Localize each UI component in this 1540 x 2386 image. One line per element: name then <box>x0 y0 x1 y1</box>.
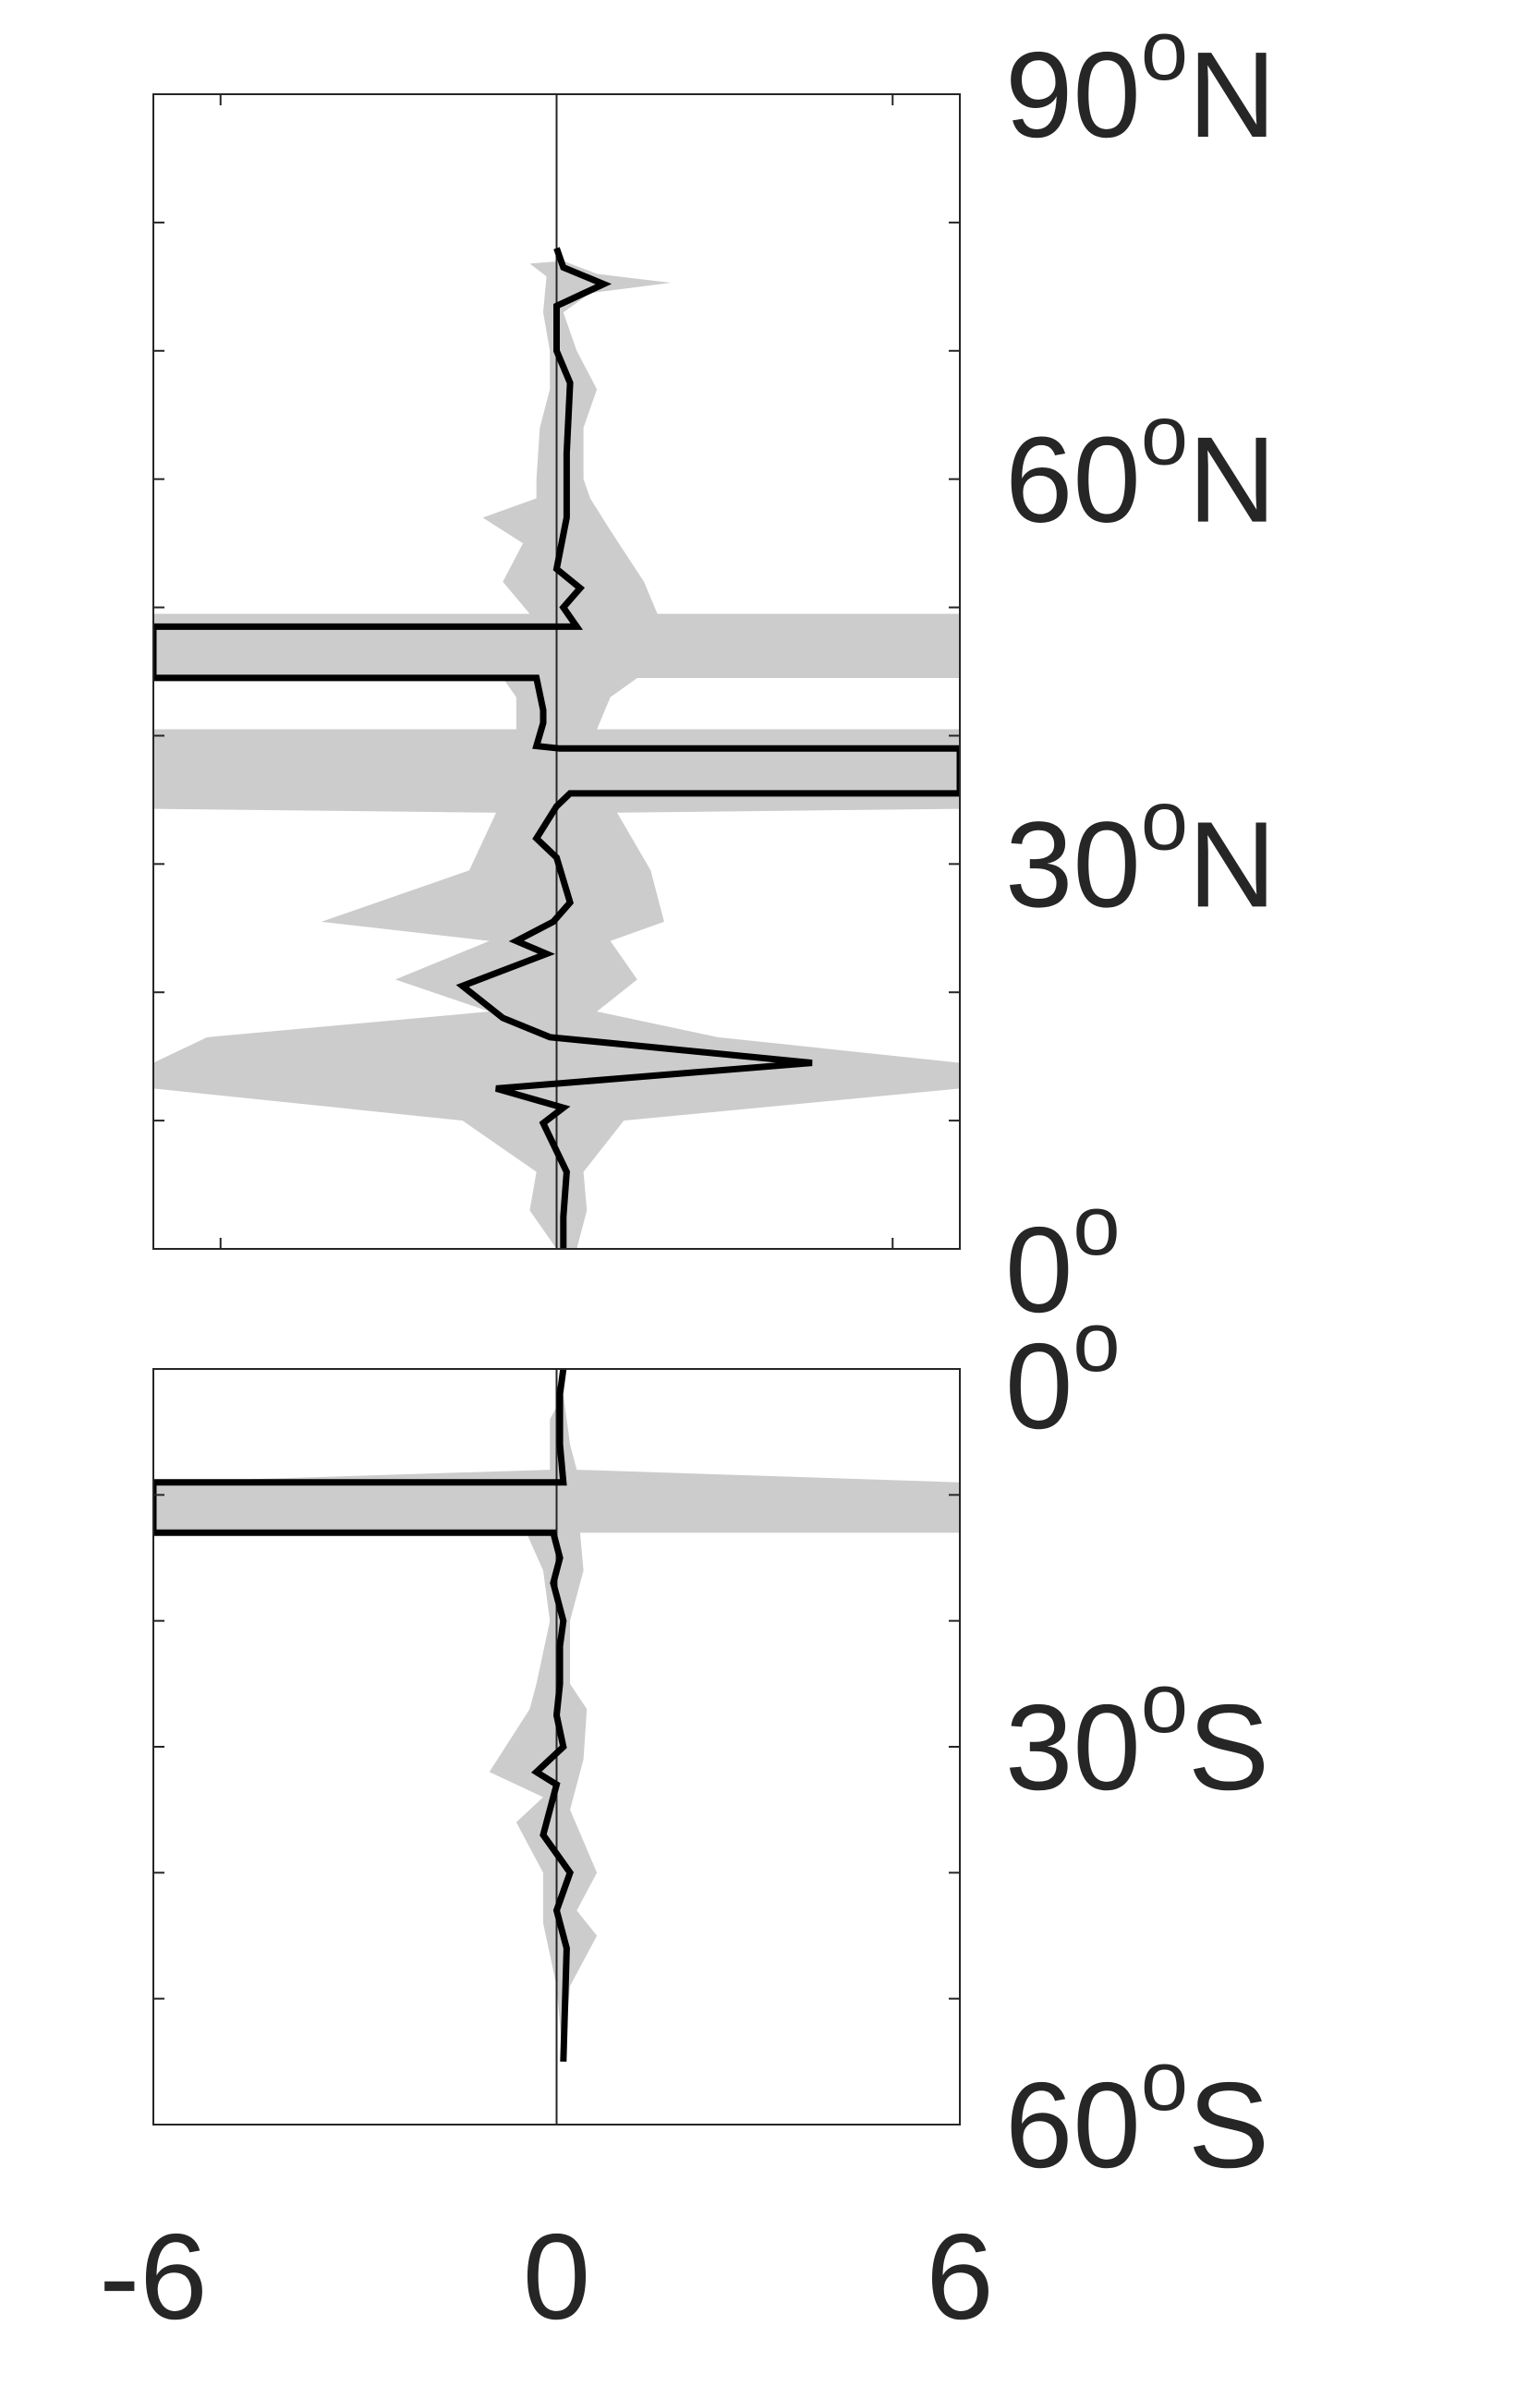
degree-sign: o <box>1141 4 1188 98</box>
degree-sign: o <box>1141 389 1188 483</box>
degree-sign: o <box>1141 773 1188 867</box>
latitude-label: 30oS <box>1005 1656 1269 1815</box>
latitude-number: 30 <box>1005 1679 1141 1815</box>
hemisphere-letter: S <box>1188 1679 1269 1815</box>
plot-area <box>153 1369 960 2125</box>
latitude-number: 0 <box>1005 1318 1073 1454</box>
mean-profile-line <box>153 1369 575 2062</box>
latitude-label: 30oN <box>1005 773 1276 932</box>
latitude-label: 0o <box>1005 1179 1121 1338</box>
latitude-label: 90oN <box>1005 4 1276 163</box>
degree-sign: o <box>1141 1656 1188 1750</box>
hemisphere-letter: S <box>1188 2057 1269 2193</box>
degree-sign: o <box>1141 2034 1188 2128</box>
latitude-label: 0o <box>1005 1295 1121 1454</box>
latitude-label: 60oN <box>1005 389 1276 548</box>
x-tick-label: 6 <box>926 2209 993 2344</box>
latitude-number: 60 <box>1005 2057 1141 2193</box>
latitude-number: 60 <box>1005 412 1141 548</box>
latitude-number: 90 <box>1005 27 1141 163</box>
hemisphere-letter: N <box>1188 796 1276 932</box>
degree-sign: o <box>1073 1179 1120 1273</box>
hemisphere-letter: N <box>1188 27 1276 163</box>
hemisphere-letter: N <box>1188 412 1276 548</box>
latitude-label: 60oS <box>1005 2034 1269 2193</box>
mean-profile-line <box>153 247 960 1249</box>
latitude-number: 0 <box>1005 1202 1073 1338</box>
degree-sign: o <box>1073 1295 1120 1389</box>
plot-area <box>153 94 960 1249</box>
x-tick-label: 0 <box>523 2209 590 2344</box>
x-tick-label: -6 <box>99 2209 207 2344</box>
latitude-number: 30 <box>1005 796 1141 932</box>
